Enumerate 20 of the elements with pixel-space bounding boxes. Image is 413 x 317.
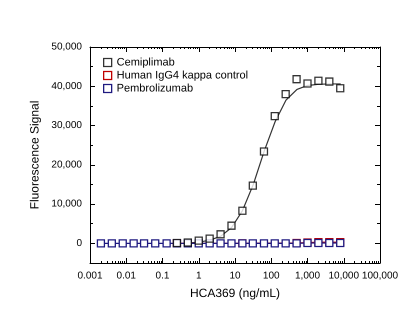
x-tick-label: 100,000 xyxy=(362,270,399,282)
legend-label: Cemiplimab xyxy=(116,56,175,68)
y-axis-title: Fluorescence Signal xyxy=(28,100,42,210)
legend-label: Human IgG4 kappa control xyxy=(116,70,248,82)
y-tick-label: 40,000 xyxy=(51,80,82,92)
x-tick-label: 0.01 xyxy=(116,270,136,282)
legend-label: Pembrolizumab xyxy=(116,82,194,94)
y-tick-label: 50,000 xyxy=(51,42,82,52)
x-tick-label: 0.1 xyxy=(156,270,170,282)
x-tick-label: 1,000 xyxy=(294,270,320,282)
y-tick-label: 30,000 xyxy=(51,120,82,132)
y-tick-label: 10,000 xyxy=(51,198,82,210)
y-tick-label: 0 xyxy=(76,238,82,249)
x-tick-label: 10,000 xyxy=(328,270,360,282)
x-tick-label: 10 xyxy=(229,270,241,282)
x-tick-label: 0.001 xyxy=(77,270,103,282)
x-tick-label: 100 xyxy=(262,270,280,282)
x-axis-title: HCA369 (ng/mL) xyxy=(190,286,280,300)
x-tick-label: 1 xyxy=(196,270,202,282)
y-tick-label: 20,000 xyxy=(51,159,82,170)
